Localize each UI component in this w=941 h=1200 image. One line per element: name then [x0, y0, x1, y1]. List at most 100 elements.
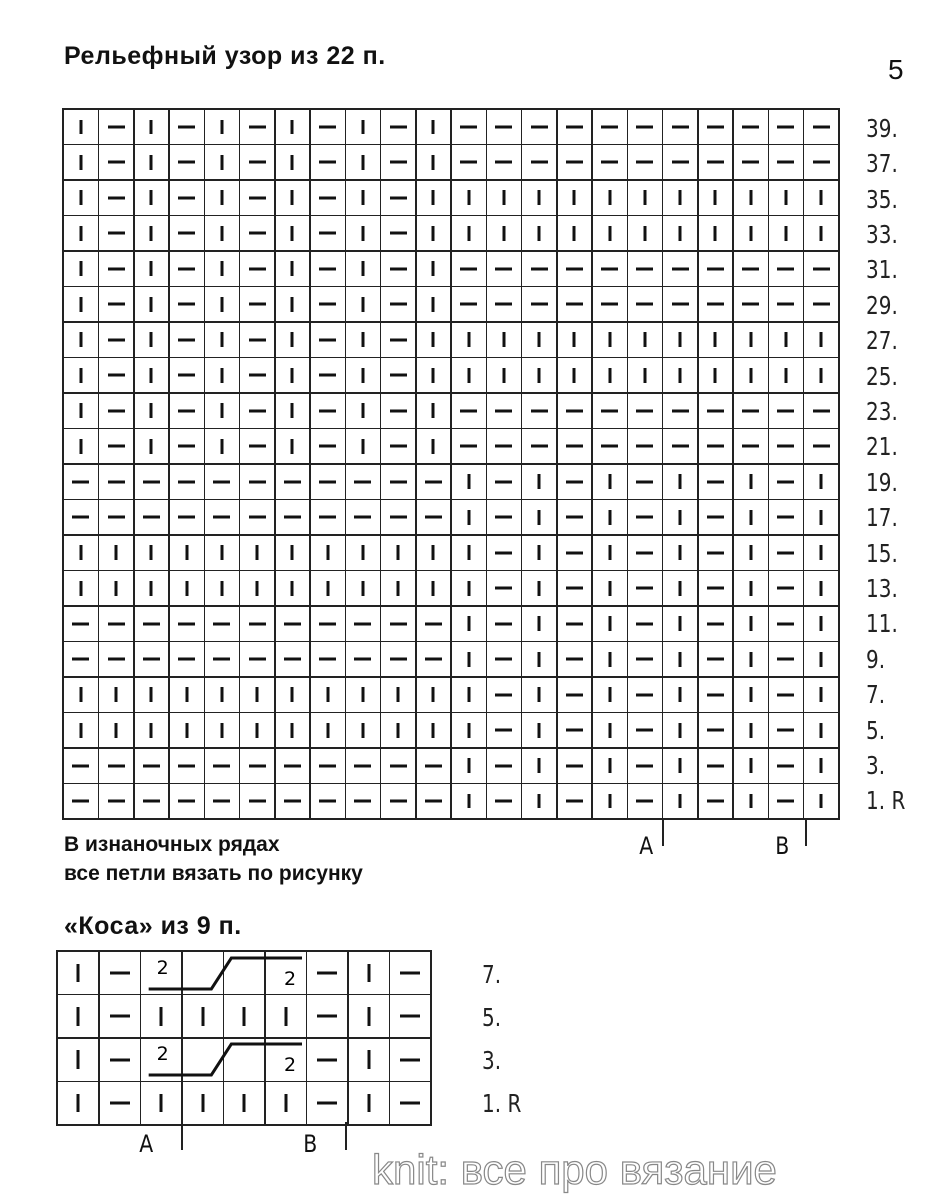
purl-stitch-cell [99, 748, 133, 783]
knit-stitch-cell [205, 145, 239, 180]
knit-stitch-cell [522, 358, 556, 393]
purl-stitch-cell [522, 287, 556, 322]
purl-stitch-cell [169, 180, 204, 215]
knit-stitch-cell [804, 180, 838, 215]
purl-stitch-cell [663, 110, 697, 144]
knit-stitch-cell [663, 500, 697, 535]
knit-stitch-cell [64, 393, 98, 428]
purl-stitch-cell [381, 429, 415, 464]
knit-stitch-cell [64, 287, 98, 322]
purl-stitch-cell [698, 606, 733, 641]
purl-stitch-cell [698, 287, 733, 322]
purl-stitch-cell [487, 500, 521, 535]
knit-stitch-cell [64, 677, 98, 712]
knit-stitch-cell [522, 713, 556, 748]
purl-stitch-cell [307, 1038, 347, 1081]
knit-stitch-cell [416, 677, 451, 712]
purl-stitch-cell [557, 642, 592, 677]
knit-stitch-cell [275, 677, 310, 712]
purl-stitch-cell [275, 606, 310, 641]
knit-stitch-cell [451, 642, 486, 677]
knit-stitch-cell [205, 677, 239, 712]
knit-stitch-cell [592, 748, 627, 783]
knit-stitch-cell [134, 180, 169, 215]
purl-stitch-cell [663, 429, 697, 464]
purl-stitch-cell [381, 145, 415, 180]
purl-stitch-cell [557, 110, 592, 144]
knit-stitch-cell [99, 571, 133, 606]
purl-stitch-cell [99, 216, 133, 251]
purl-stitch-cell [381, 784, 415, 818]
row-label: 3. [866, 750, 886, 780]
knit-stitch-cell [134, 429, 169, 464]
purl-stitch-cell [557, 464, 592, 499]
purl-stitch-cell [240, 358, 274, 393]
knit-stitch-cell [451, 180, 486, 215]
row-label: 17. [866, 503, 898, 533]
knit-stitch-cell [205, 535, 239, 570]
knit-stitch-cell [416, 251, 451, 286]
knit-stitch-cell [769, 322, 803, 357]
purl-stitch-cell [628, 251, 662, 286]
knit-stitch-cell [64, 251, 98, 286]
purl-stitch-cell [99, 1038, 140, 1081]
marker-a-line [662, 818, 664, 846]
row-label: 11. [866, 609, 898, 639]
purl-stitch-cell [628, 393, 662, 428]
knit-stitch-cell [224, 1082, 264, 1124]
cable-cell [182, 952, 223, 994]
row-label: 39. [866, 113, 898, 143]
purl-stitch-cell [663, 251, 697, 286]
purl-stitch-cell [169, 251, 204, 286]
knit-stitch-cell [592, 677, 627, 712]
purl-stitch-cell [451, 287, 486, 322]
purl-stitch-cell [804, 287, 838, 322]
knit-stitch-cell [275, 429, 310, 464]
purl-stitch-cell [275, 500, 310, 535]
purl-stitch-cell [416, 784, 451, 818]
knit-stitch-cell [275, 287, 310, 322]
knit-stitch-cell [58, 952, 98, 994]
purl-stitch-cell [381, 358, 415, 393]
knit-stitch-cell [804, 677, 838, 712]
purl-stitch-cell [310, 145, 345, 180]
purl-stitch-cell [769, 287, 803, 322]
knit-stitch-cell [592, 216, 627, 251]
knit-stitch-cell [733, 784, 768, 818]
purl-stitch-cell [310, 606, 345, 641]
purl-stitch-cell [381, 251, 415, 286]
knit-stitch-cell [451, 322, 486, 357]
purl-stitch-cell [487, 464, 521, 499]
purl-stitch-cell [769, 677, 803, 712]
purl-stitch-cell [487, 429, 521, 464]
knit-stitch-cell [416, 358, 451, 393]
purl-stitch-cell [99, 145, 133, 180]
knit-stitch-cell [346, 677, 380, 712]
knit-stitch-cell [416, 429, 451, 464]
purl-stitch-cell [698, 784, 733, 818]
purl-stitch-cell [205, 642, 239, 677]
knit-stitch-cell [346, 535, 380, 570]
knit-stitch-cell [265, 995, 306, 1038]
purl-stitch-cell [310, 110, 345, 144]
knit-stitch-cell [205, 322, 239, 357]
purl-stitch-cell [240, 464, 274, 499]
knit-stitch-cell [804, 216, 838, 251]
knit-stitch-cell [487, 216, 521, 251]
knit-stitch-cell [733, 606, 768, 641]
purl-stitch-cell [275, 748, 310, 783]
knit-stitch-cell [275, 393, 310, 428]
row-label: 21. [866, 432, 898, 462]
knit-stitch-cell [592, 500, 627, 535]
knit-stitch-cell [804, 500, 838, 535]
purl-stitch-cell [240, 216, 274, 251]
purl-stitch-cell [205, 500, 239, 535]
knit-stitch-cell [346, 110, 380, 144]
row-label: 25. [866, 361, 898, 391]
knit-stitch-cell [698, 216, 733, 251]
knit-stitch-cell [134, 287, 169, 322]
row-label: 3. [482, 1045, 502, 1075]
knit-stitch-cell [205, 287, 239, 322]
knit-stitch-cell [381, 535, 415, 570]
